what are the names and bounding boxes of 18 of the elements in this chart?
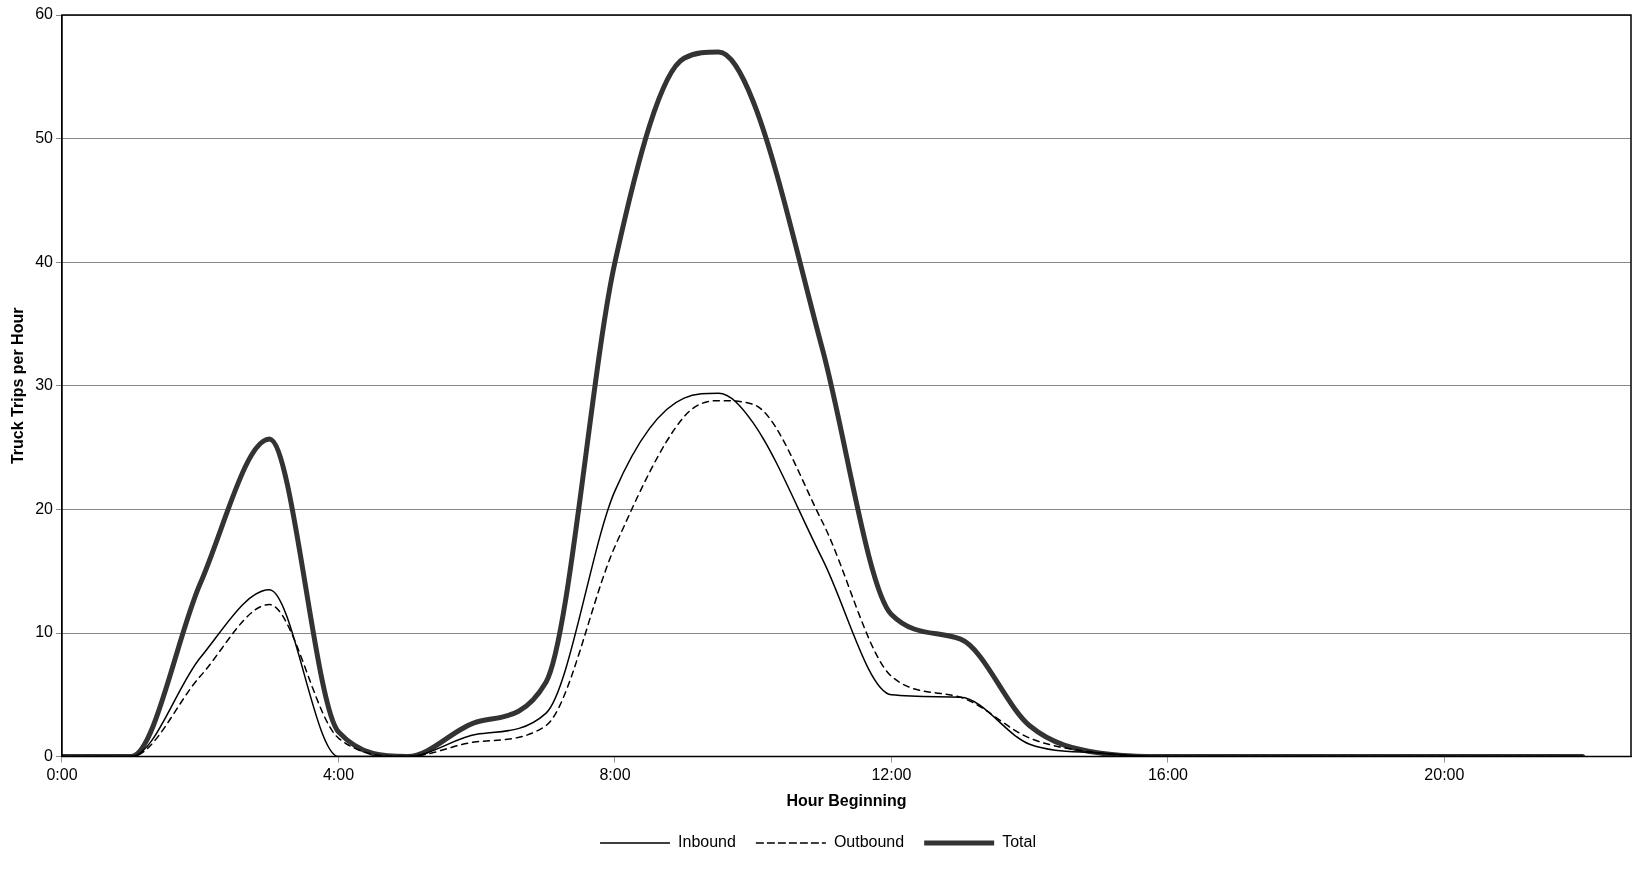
x-tick-label: 12:00 xyxy=(871,765,912,783)
x-axis-title: Hour Beginning xyxy=(786,791,907,809)
x-tick-label: 0:00 xyxy=(46,765,78,783)
y-axis-title: Truck Trips per Hour xyxy=(9,307,27,465)
x-tick-label: 8:00 xyxy=(599,765,631,783)
y-tick-label: 20 xyxy=(35,499,54,517)
y-tick-label: 0 xyxy=(44,747,54,765)
y-tick-label: 60 xyxy=(35,5,54,23)
y-tick-label: 30 xyxy=(35,376,54,394)
legend-label: Inbound xyxy=(678,833,736,851)
y-tick-label: 50 xyxy=(35,129,54,147)
y-tick-label: 10 xyxy=(35,623,54,641)
x-tick-label: 20:00 xyxy=(1424,765,1465,783)
x-tick-label: 16:00 xyxy=(1147,765,1189,783)
legend-label: Outbound xyxy=(833,833,905,851)
x-tick-label: 4:00 xyxy=(322,765,355,783)
legend-label: Total xyxy=(1002,833,1036,851)
y-tick-label: 40 xyxy=(35,252,54,270)
